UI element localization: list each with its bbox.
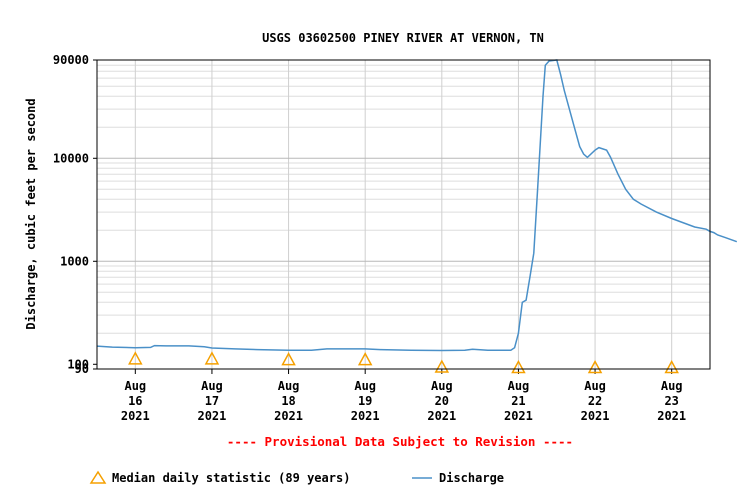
x-tick-label: 19 [358,394,372,408]
x-tick-label: Aug [508,379,530,393]
x-tick-label: 2021 [121,409,150,423]
x-tick-label: 2021 [274,409,303,423]
x-tick-label: Aug [431,379,453,393]
median-marker [664,359,679,374]
chart-legend: Median daily statistic (89 years) Discha… [89,470,504,485]
discharge-line [96,59,738,352]
median-marker [204,351,220,365]
series-layer [96,59,738,374]
plot-frame [96,59,711,370]
median-marker [128,351,143,365]
x-tick-label: 2021 [504,409,533,423]
major-grid [97,60,710,369]
legend-discharge-label: Discharge [439,471,504,485]
x-tick-label: Aug [278,379,300,393]
y-tick-label: 90000 [53,53,89,67]
x-tick-label: 20 [435,394,449,408]
minor-grid [97,64,710,334]
y-tick-label: 10000 [53,151,89,165]
y-axis-label: Discharge, cubic feet per second [24,98,38,329]
x-tick-label: Aug [661,379,683,393]
x-tick-label: 16 [128,394,142,408]
x-tick-label: 23 [664,394,678,408]
y-tick-label: 100 [67,357,89,371]
y-tick-label: 1000 [60,254,89,268]
x-tick-label: 22 [588,394,602,408]
median-marker [357,352,373,366]
x-tick-label: Aug [201,379,223,393]
provisional-note: ---- Provisional Data Subject to Revisio… [227,434,573,449]
x-tick-label: 17 [205,394,219,408]
legend-median-symbol [89,470,107,484]
x-tick-label: 2021 [427,409,456,423]
median-marker [587,359,603,374]
x-tick-label: 2021 [197,409,226,423]
y-tick-label: 90 [75,362,89,376]
x-tick-label: Aug [584,379,606,393]
x-tick-label: 2021 [657,409,686,423]
median-marker [511,359,526,374]
x-tick-label: Aug [354,379,376,393]
x-tick-label: 2021 [351,409,380,423]
median-marker [434,359,450,373]
x-tick-labels: Aug162021Aug172021Aug182021Aug192021Aug2… [121,369,686,423]
x-tick-label: Aug [124,379,146,393]
chart-title: USGS 03602500 PINEY RIVER AT VERNON, TN [262,31,544,45]
x-tick-label: 18 [281,394,295,408]
x-tick-label: 21 [511,394,525,408]
legend-median-label: Median daily statistic (89 years) [112,471,350,485]
median-marker [281,352,296,366]
x-tick-label: 2021 [581,409,610,423]
